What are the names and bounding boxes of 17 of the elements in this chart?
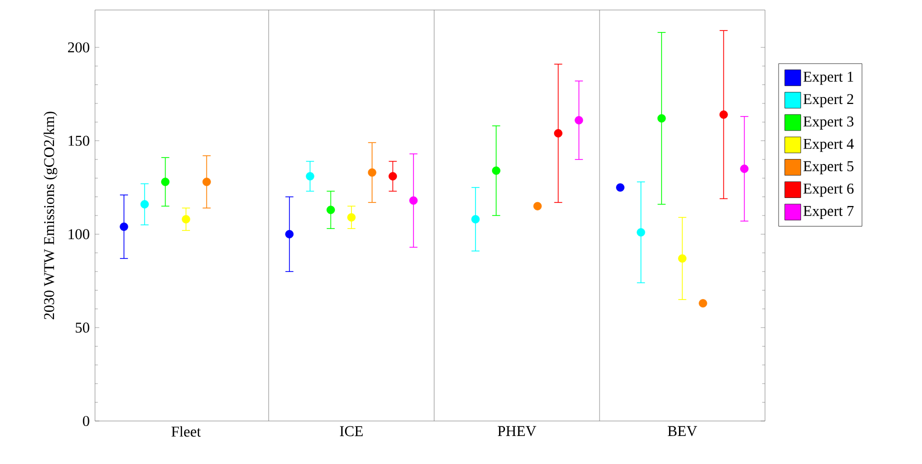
- x-tick-label: Fleet: [171, 426, 201, 437]
- legend-label: Expert 2: [803, 94, 854, 108]
- y-tick-label: 0: [82, 416, 90, 426]
- y-axis-title: 2030 WTW Emissions (gCO2/km): [44, 112, 58, 320]
- legend-label: Expert 5: [803, 161, 854, 174]
- y-tick-label: 200: [68, 42, 90, 52]
- y-tick-label: 50: [76, 322, 90, 333]
- legend-label: Expert 4: [803, 138, 854, 152]
- x-tick-label: ICE: [340, 426, 363, 436]
- x-tick-label: BEV: [668, 426, 698, 436]
- legend-label: Expert 7: [803, 206, 854, 220]
- legend-label: Expert 3: [803, 116, 854, 130]
- y-tick-label: 100: [68, 229, 90, 240]
- legend-label: Expert 1: [803, 72, 854, 85]
- legend-label: Expert 6: [803, 184, 854, 197]
- y-tick-label: 150: [68, 136, 90, 146]
- x-tick-label: PHEV: [498, 426, 536, 436]
